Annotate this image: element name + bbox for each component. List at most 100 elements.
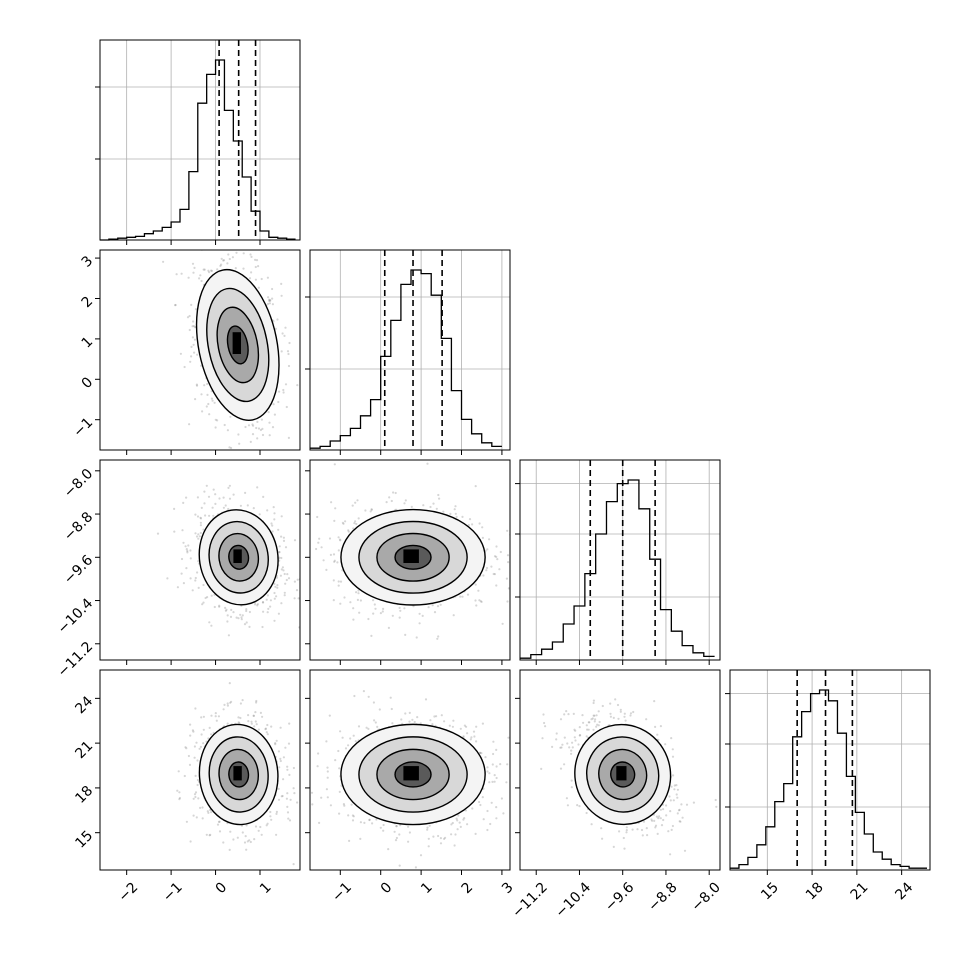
scatter-point: [458, 821, 461, 824]
scatter-point: [214, 426, 217, 429]
scatter-point: [479, 803, 482, 807]
scatter-point: [252, 507, 255, 510]
scatter-point: [280, 282, 283, 285]
scatter-point: [199, 517, 203, 520]
panel-content: [162, 250, 299, 450]
scatter-point: [260, 833, 263, 836]
scatter-point: [232, 838, 235, 841]
scatter-point: [264, 727, 267, 730]
scatter-point: [660, 824, 664, 827]
scatter-point: [279, 574, 282, 577]
scatter-point: [280, 568, 283, 571]
scatter-point: [342, 522, 345, 525]
scatter-point: [277, 750, 280, 753]
scatter-point: [265, 598, 268, 601]
scatter-point: [180, 272, 183, 275]
scatter-point: [593, 714, 596, 717]
scatter-point: [245, 608, 248, 611]
scatter-point: [292, 787, 295, 790]
scatter-point: [275, 576, 279, 579]
scatter-point: [448, 724, 451, 727]
scatter-point: [241, 699, 244, 702]
scatter-point: [463, 724, 466, 727]
scatter-point: [338, 538, 342, 541]
scatter-point: [202, 268, 205, 271]
scatter-point: [197, 797, 200, 800]
scatter-point: [272, 506, 275, 509]
pair-panel-3-2: [519, 669, 721, 871]
scatter-point: [200, 733, 203, 736]
scatter-point: [354, 501, 357, 504]
scatter-point: [240, 616, 243, 619]
scatter-point: [287, 742, 291, 745]
scatter-point: [428, 824, 431, 827]
scatter-point: [407, 825, 410, 828]
scatter-point: [565, 797, 569, 800]
scatter-point: [427, 606, 430, 609]
scatter-point: [433, 715, 436, 718]
scatter-point: [214, 712, 217, 715]
scatter-point: [269, 810, 272, 814]
scatter-point: [408, 831, 411, 834]
scatter-point: [302, 591, 304, 593]
scatter-point: [407, 840, 410, 843]
scatter-point: [222, 496, 225, 499]
scatter-point: [195, 383, 198, 386]
scatter-point: [336, 561, 339, 564]
panel-content: [176, 682, 299, 866]
scatter-point: [359, 599, 362, 602]
scatter-point: [271, 530, 274, 533]
scatter-point: [296, 801, 299, 804]
scatter-point: [469, 738, 472, 741]
pair-frame: [309, 459, 511, 661]
scatter-point: [282, 778, 285, 781]
scatter-point: [353, 694, 356, 698]
scatter-point: [426, 462, 429, 465]
scatter-point: [439, 837, 442, 840]
scatter-point: [276, 586, 279, 589]
scatter-point: [200, 716, 203, 719]
scatter-point: [429, 505, 432, 509]
scatter-point: [187, 276, 190, 279]
scatter-point: [296, 533, 298, 535]
scatter-point: [222, 259, 226, 262]
scatter-point: [565, 710, 568, 713]
scatter-point: [352, 734, 355, 737]
scatter-point: [382, 829, 385, 832]
scatter-point: [286, 805, 289, 809]
scatter-point: [287, 364, 291, 368]
scatter-point: [288, 773, 291, 777]
scatter-point: [259, 711, 262, 715]
scatter-point: [585, 724, 588, 727]
scatter-point: [230, 608, 233, 612]
scatter-point: [571, 746, 574, 749]
scatter-point: [354, 740, 357, 743]
scatter-point: [404, 633, 407, 637]
scatter-point: [270, 725, 273, 728]
scatter-point: [203, 490, 206, 493]
scatter-point: [669, 810, 672, 813]
scatter-point: [201, 806, 204, 809]
scatter-point: [472, 730, 476, 733]
scatter-point: [344, 747, 348, 750]
scatter-point: [625, 829, 628, 832]
scatter-point: [281, 332, 284, 335]
scatter-point: [395, 825, 398, 828]
scatter-point: [388, 496, 391, 499]
scatter-point: [275, 810, 278, 814]
scatter-point: [201, 817, 204, 820]
scatter-point: [390, 707, 393, 711]
hist-panel-2: [515, 459, 721, 661]
scatter-point: [211, 399, 214, 402]
scatter-point: [465, 725, 468, 728]
scatter-point: [369, 510, 372, 513]
scatter-point: [466, 593, 470, 596]
scatter-point: [362, 690, 365, 693]
scatter-point: [320, 546, 323, 549]
scatter-point: [213, 605, 216, 609]
scatter-point: [586, 728, 589, 731]
scatter-point: [205, 405, 208, 408]
scatter-point: [186, 551, 189, 554]
scatter-point: [162, 260, 165, 263]
scatter-point: [218, 604, 221, 607]
